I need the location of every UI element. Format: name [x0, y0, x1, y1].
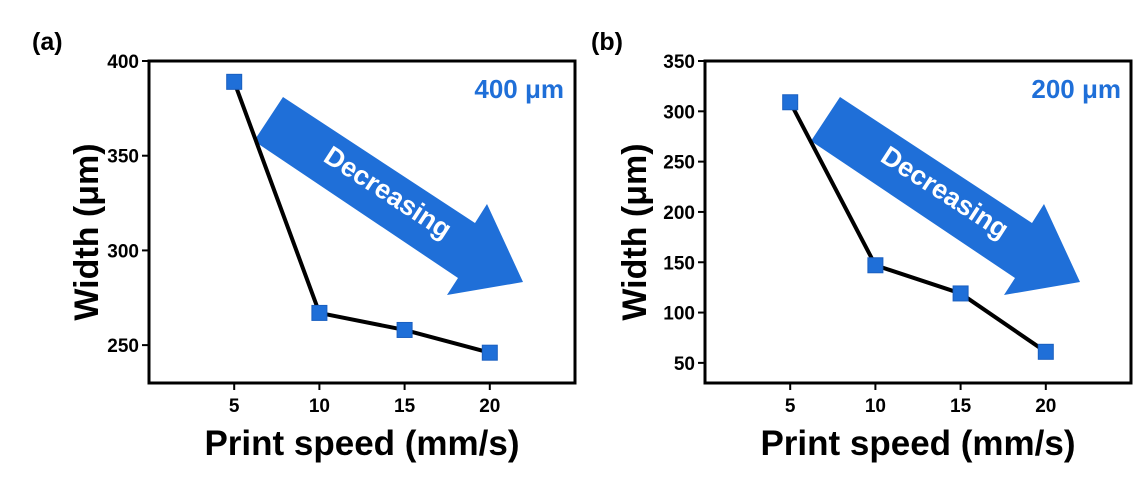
data-point-marker	[782, 94, 799, 111]
panel-b-decreasing-arrow	[811, 97, 1080, 295]
x-tick-label: 20	[1035, 396, 1056, 417]
panel-a-ticks: 5 10 15 20 250 300 350 400	[107, 52, 500, 417]
panel-b: (b) Width (μm) Print speed (mm/s) 5 10 15 2…	[591, 28, 1133, 463]
panel-b-label: (b)	[591, 28, 623, 56]
y-tick-label: 300	[663, 102, 695, 123]
x-tick-label: 5	[229, 396, 240, 417]
data-point-marker	[481, 344, 498, 361]
x-tick-label: 10	[309, 396, 330, 417]
panel-b-series-line	[788, 101, 1047, 354]
panel-b-plot-frame	[703, 59, 1133, 385]
y-tick-label: 350	[107, 147, 139, 168]
panel-a-markers	[226, 73, 498, 361]
panel-b-x-axis-label: Print speed (mm/s)	[760, 424, 1075, 463]
data-point-marker	[952, 285, 969, 302]
panel-a-decreasing-arrow	[254, 97, 523, 295]
y-tick-label: 250	[107, 336, 139, 357]
y-tick-label: 250	[663, 153, 695, 174]
y-tick-label: 300	[107, 241, 139, 262]
panel-a-x-axis-label: Print speed (mm/s)	[204, 424, 519, 463]
y-tick-label: 150	[663, 253, 695, 274]
panel-b-ticks: 5 10 15 20 50 100 150 200 250 300 350	[663, 52, 1056, 417]
y-tick-label: 350	[663, 52, 695, 73]
panel-b-annotation: 200 μm	[1031, 74, 1121, 104]
x-tick-label: 15	[394, 396, 416, 417]
data-point-marker	[867, 257, 884, 274]
y-tick-label: 100	[663, 304, 695, 325]
x-tick-label: 20	[479, 396, 500, 417]
panel-a-y-axis-label: Width (μm)	[68, 143, 106, 320]
x-tick-label: 10	[865, 396, 886, 417]
y-tick-label: 400	[107, 52, 139, 73]
panel-a: (a) Width (μm) Print speed (mm/s) 5 10 15 2…	[32, 28, 577, 463]
data-point-marker	[311, 304, 328, 321]
data-point-marker	[396, 321, 413, 338]
y-tick-label: 200	[663, 203, 695, 224]
panel-a-series-line	[232, 81, 491, 355]
x-tick-label: 15	[950, 396, 972, 417]
panel-a-label: (a)	[32, 28, 63, 56]
panel-a-annotation: 400 μm	[474, 74, 564, 104]
data-point-marker	[226, 73, 243, 90]
panel-b-markers	[782, 94, 1054, 360]
panel-a-plot-frame	[147, 59, 577, 385]
panel-b-y-axis-label: Width (μm)	[616, 143, 654, 320]
data-point-marker	[1037, 343, 1054, 360]
x-tick-label: 5	[785, 396, 796, 417]
y-tick-label: 50	[674, 354, 695, 375]
